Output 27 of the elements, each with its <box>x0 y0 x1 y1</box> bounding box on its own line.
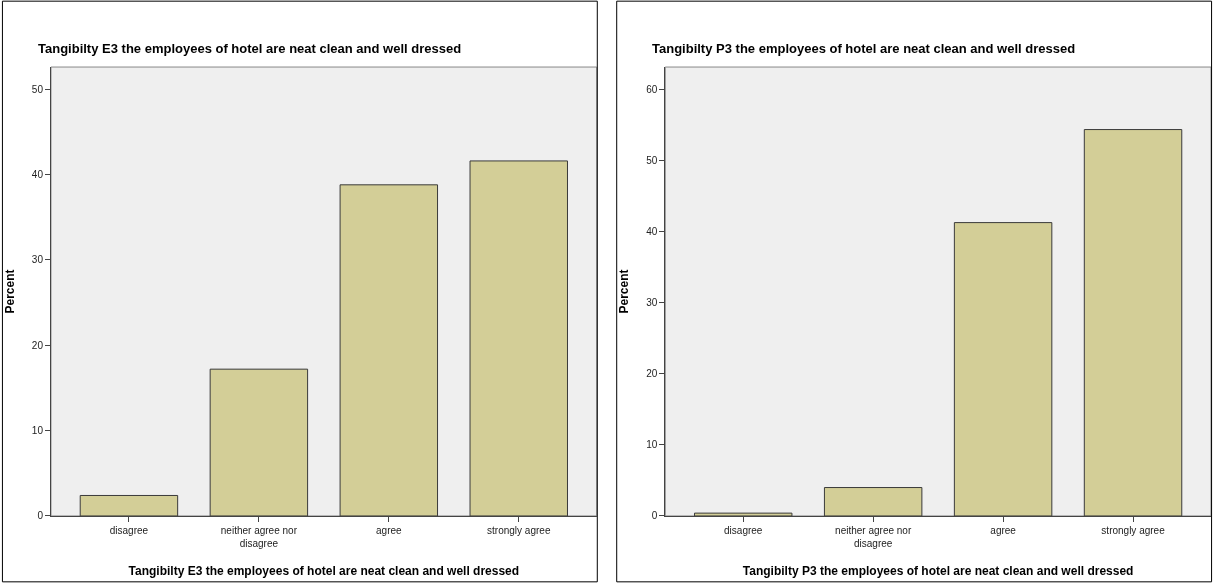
x-tick-label: disagree <box>724 524 763 536</box>
y-tick-label: 50 <box>646 155 658 167</box>
x-tick-label: neither agree nor disagree <box>220 524 298 549</box>
x-tick-label: agree <box>376 524 403 536</box>
y-tick-label: 20 <box>31 339 44 351</box>
y-tick-label: 10 <box>646 439 658 451</box>
x-axis-title: Tangibilty P3 the employees of hotel are neat clean and well dressed <box>742 563 1134 578</box>
y-tick-label: 0 <box>37 510 44 522</box>
y-tick-label: 60 <box>646 84 658 96</box>
x-tick-label: neither agree nor disagree <box>835 524 912 549</box>
y-axis-title: Percent <box>617 269 632 314</box>
x-tick-label: agree <box>990 524 1017 536</box>
x-axis-title: Tangibilty E3 the employees of hotel are neat clean and well dressed <box>128 563 520 578</box>
y-tick-label: 40 <box>646 226 658 238</box>
x-tick-label: strongly agree <box>487 524 551 536</box>
y-tick-label: 0 <box>651 510 658 522</box>
y-axis-title: Percent <box>3 269 18 314</box>
x-tick-label: disagree <box>109 524 149 536</box>
y-tick-label: 20 <box>646 368 658 380</box>
x-tick-label: strongly agree <box>1101 524 1166 536</box>
chart-title: Tangibilty P3 the employees of hotel are neat clean and well dressed <box>652 41 1076 56</box>
y-tick-label: 50 <box>31 83 44 95</box>
y-tick-label: 40 <box>31 169 44 181</box>
y-tick-label: 30 <box>646 297 658 309</box>
chart-title: Tangibilty E3 the employees of hotel are neat clean and well dressed <box>38 41 462 56</box>
y-tick-label: 30 <box>31 254 44 266</box>
y-tick-label: 10 <box>31 425 44 437</box>
